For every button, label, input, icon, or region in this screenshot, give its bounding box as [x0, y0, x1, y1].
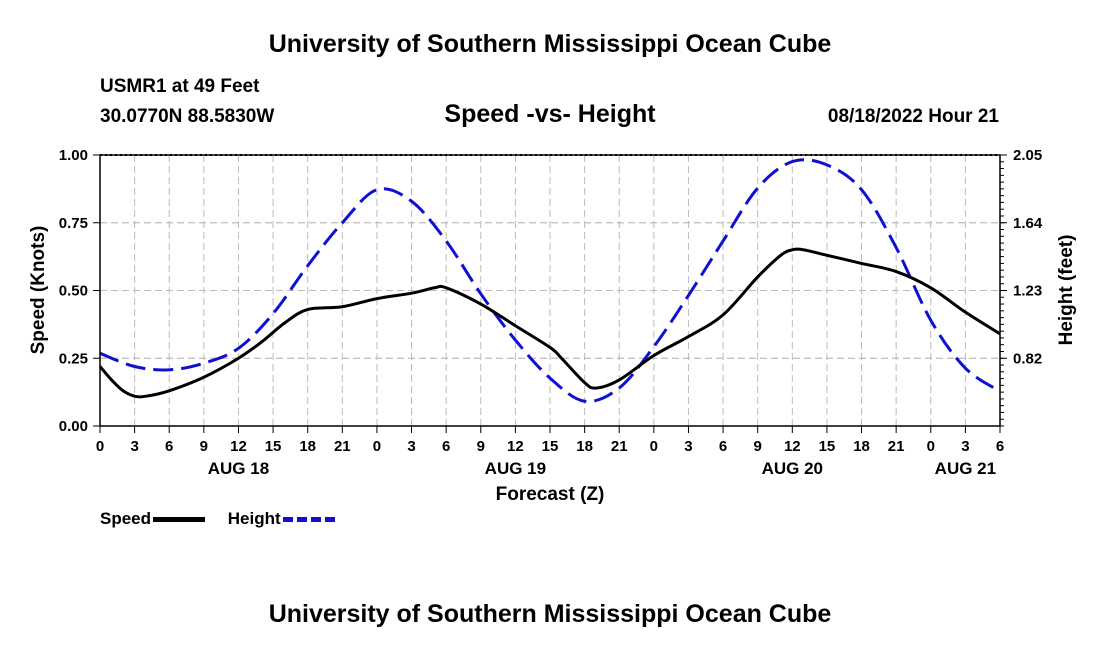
chart-title: Speed -vs- Height	[444, 100, 656, 128]
x-tick-label: 15	[819, 438, 836, 455]
x-tick-label: 21	[888, 438, 905, 455]
y2-axis-title: Height (feet)	[1056, 235, 1077, 346]
x-tick-label: 18	[853, 438, 870, 455]
y-tick-label: 1.00	[59, 147, 88, 164]
legend-label-speed: Speed	[100, 509, 152, 528]
series-line-height	[99, 158, 1001, 403]
day-label: AUG 20	[762, 459, 823, 478]
legend-swatch-speed	[153, 516, 206, 522]
y-tick-label: 0.50	[59, 283, 88, 300]
y2-tick-label: 1.23	[1013, 283, 1042, 300]
y-axis-title: Speed (Knots)	[28, 226, 49, 355]
legend-entry-height: Height	[228, 509, 335, 529]
y-tick-label: 0.00	[59, 418, 88, 435]
day-label: AUG 18	[208, 459, 269, 478]
x-tick-label: 6	[996, 438, 1004, 455]
y2-tick-label: 2.05	[1013, 147, 1042, 164]
x-tick-label: 9	[477, 438, 485, 455]
y2-tick-label: 1.64	[1013, 215, 1043, 232]
x-tick-label: 6	[719, 438, 727, 455]
x-tick-label: 0	[927, 438, 935, 455]
x-tick-label: 21	[334, 438, 351, 455]
y-tick-label: 0.25	[59, 350, 88, 367]
series-line-speed	[98, 247, 1001, 399]
x-tick-label: 3	[961, 438, 969, 455]
day-label: AUG 19	[485, 459, 546, 478]
x-tick-label: 15	[265, 438, 282, 455]
x-tick-label: 0	[96, 438, 104, 455]
legend-swatch-height	[282, 516, 335, 522]
x-tick-label: 12	[507, 438, 524, 455]
x-tick-label: 6	[165, 438, 173, 455]
x-tick-label: 3	[684, 438, 692, 455]
legend-entry-speed: Speed	[100, 509, 206, 529]
x-tick-label: 0	[650, 438, 658, 455]
x-tick-label: 3	[130, 438, 138, 455]
station-name: USMR1 at 49 Feet	[100, 76, 260, 97]
page-title: University of Southern Mississippi Ocean…	[268, 30, 832, 58]
x-tick-label: 9	[200, 438, 208, 455]
x-tick-label: 6	[442, 438, 450, 455]
x-tick-label: 0	[373, 438, 381, 455]
x-axis-title: Forecast (Z)	[496, 484, 605, 505]
legend-label-height: Height	[227, 509, 281, 528]
legend: Speed Height	[100, 509, 353, 529]
x-tick-label: 18	[299, 438, 316, 455]
y2-tick-label: 0.82	[1013, 350, 1042, 367]
station-coordinates: 30.0770N 88.5830W	[100, 106, 275, 127]
y-tick-label: 0.75	[59, 215, 88, 232]
x-tick-label: 9	[754, 438, 762, 455]
x-tick-label: 12	[230, 438, 247, 455]
x-tick-label: 15	[542, 438, 559, 455]
x-tick-label: 12	[784, 438, 801, 455]
x-tick-label: 3	[407, 438, 415, 455]
x-tick-label: 21	[611, 438, 628, 455]
x-tick-label: 18	[576, 438, 593, 455]
axis-labels: 0 3 6 9 12 15 18 21 0 3 6 9 12 15 18 21 0 3 6 9 12 15 18 21 0 3 6A…	[59, 147, 1043, 478]
footer-title: University of Southern Mississippi Ocean…	[268, 600, 832, 628]
forecast-timestamp: 08/18/2022 Hour 21	[827, 106, 999, 127]
day-label: AUG 21	[935, 459, 996, 478]
